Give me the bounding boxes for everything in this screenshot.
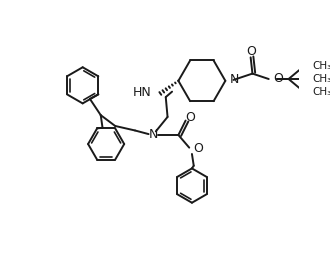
Text: O: O — [247, 45, 256, 58]
Text: O: O — [273, 72, 283, 85]
Text: CH₃: CH₃ — [312, 87, 330, 97]
Text: HN: HN — [133, 86, 151, 99]
Text: N: N — [148, 129, 158, 141]
Text: CH₃: CH₃ — [312, 61, 330, 71]
Text: CH₃: CH₃ — [312, 74, 330, 84]
Text: O: O — [185, 111, 195, 124]
Text: N: N — [230, 73, 239, 86]
Text: O: O — [193, 142, 203, 155]
